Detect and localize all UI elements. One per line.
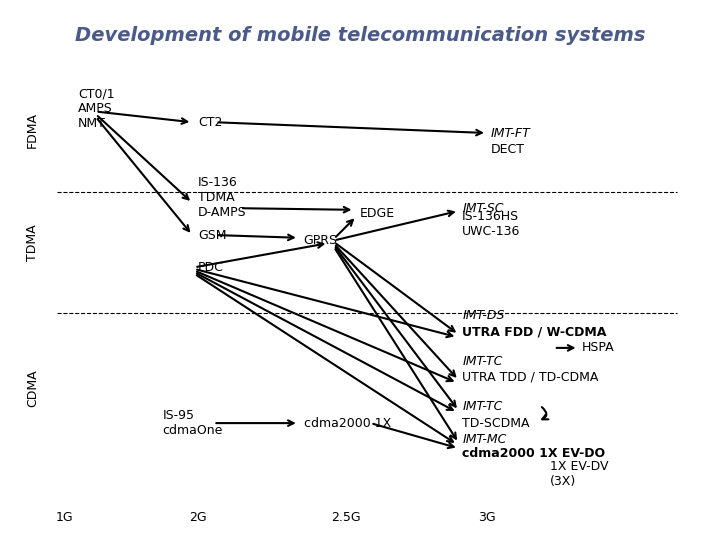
Text: CT0/1
AMPS
NMT: CT0/1 AMPS NMT (78, 87, 114, 130)
Text: DECT: DECT (490, 143, 524, 156)
Text: cdma2000 1X EV-DO: cdma2000 1X EV-DO (462, 447, 606, 460)
Text: UTRA TDD / TD-CDMA: UTRA TDD / TD-CDMA (462, 371, 598, 384)
Text: UTRA FDD / W-CDMA: UTRA FDD / W-CDMA (462, 325, 606, 338)
Text: IMT-SC: IMT-SC (462, 202, 504, 215)
Text: IS-136HS
UWC-136: IS-136HS UWC-136 (462, 211, 521, 238)
Text: IMT-TC: IMT-TC (462, 401, 503, 414)
Text: IMT-FT: IMT-FT (490, 126, 530, 139)
Text: 1G: 1G (55, 511, 73, 524)
Text: CT2: CT2 (198, 116, 222, 129)
Text: TD-SCDMA: TD-SCDMA (462, 416, 530, 430)
Text: 2.5G: 2.5G (331, 511, 361, 524)
Text: HSPA: HSPA (582, 341, 615, 354)
Text: cdma2000 1X: cdma2000 1X (304, 416, 391, 430)
Text: GSM: GSM (198, 228, 226, 241)
Text: IS-95
cdmaOne: IS-95 cdmaOne (163, 409, 223, 437)
Text: 1X EV-DV
(3X): 1X EV-DV (3X) (550, 460, 609, 488)
Text: Development of mobile telecommunication systems: Development of mobile telecommunication … (75, 25, 645, 45)
Text: 3G: 3G (478, 511, 495, 524)
Text: FDMA: FDMA (26, 112, 39, 148)
Text: 2G: 2G (189, 511, 207, 524)
Text: PDC: PDC (198, 261, 224, 274)
Text: CDMA: CDMA (26, 369, 39, 407)
Text: IMT-DS: IMT-DS (462, 309, 505, 322)
Text: IS-136
TDMA
D-AMPS: IS-136 TDMA D-AMPS (198, 176, 246, 219)
Text: TDMA: TDMA (26, 225, 39, 261)
Text: EDGE: EDGE (360, 207, 395, 220)
Text: IMT-MC: IMT-MC (462, 433, 507, 446)
Text: GPRS: GPRS (304, 234, 338, 247)
Text: IMT-TC: IMT-TC (462, 355, 503, 368)
